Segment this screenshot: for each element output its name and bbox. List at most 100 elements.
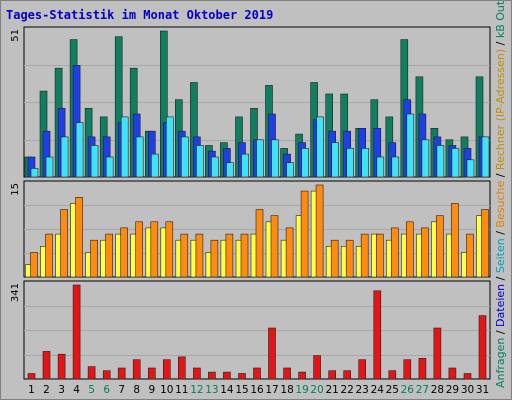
y-max-label: 51	[10, 29, 21, 42]
bar-kb-day-25	[388, 370, 397, 380]
bar-seiten-day-19	[301, 148, 309, 178]
bar-besuche-day-31	[481, 209, 489, 278]
bar-besuche-day-11	[180, 233, 189, 278]
tick-label-day-29: 29	[446, 384, 459, 396]
tick-label-day-9: 9	[148, 384, 155, 396]
side-legend-segment: /	[494, 38, 507, 49]
bar-kb-day-11	[178, 356, 186, 380]
bar-besuche-day-3	[60, 209, 68, 278]
panel-kb: 341	[10, 280, 491, 380]
tick-label-day-3: 3	[58, 384, 65, 396]
bar-besuche-day-9	[150, 221, 159, 278]
tick-label-day-13: 13	[205, 384, 218, 396]
bar-seiten-day-26	[406, 113, 415, 178]
bar-besuche-day-20	[315, 184, 324, 278]
bar-kb-day-17	[268, 327, 276, 380]
side-legend-segment: /	[494, 170, 507, 181]
tick-label-day-8: 8	[133, 384, 140, 396]
bar-kb-day-5	[87, 366, 96, 380]
bar-seiten-day-23	[361, 148, 370, 178]
bar-besuche-day-1	[30, 252, 38, 278]
bar-besuche-day-30	[466, 233, 474, 278]
bar-seiten-day-16	[256, 139, 264, 178]
side-legend-segment: Dateien	[494, 284, 507, 327]
bar-kb-day-31	[478, 315, 487, 380]
bar-kb-day-10	[163, 359, 171, 380]
bar-besuche-day-13	[210, 239, 219, 278]
tick-label-day-27: 27	[416, 384, 429, 396]
bar-kb-day-19	[298, 371, 306, 380]
tick-label-day-26: 26	[401, 384, 415, 396]
bar-seiten-day-6	[105, 156, 114, 178]
bar-seiten-day-30	[466, 159, 475, 178]
bar-seiten-day-9	[151, 153, 159, 178]
bar-besuche-day-15	[240, 233, 249, 278]
bar-seiten-day-8	[135, 136, 144, 178]
tick-label-day-17: 17	[265, 384, 278, 396]
tick-label-day-6: 6	[103, 384, 110, 396]
bar-besuche-day-2	[45, 233, 53, 278]
bar-seiten-day-20	[316, 116, 324, 178]
bar-kb-day-4	[72, 284, 81, 380]
bar-seiten-day-4	[75, 122, 84, 178]
bar-seiten-day-1	[30, 168, 39, 178]
tick-label-day-28: 28	[431, 384, 444, 396]
tick-label-day-10: 10	[160, 384, 173, 396]
bar-kb-day-22	[343, 370, 352, 380]
y-max-label: 15	[10, 183, 21, 196]
bar-besuche-day-12	[195, 233, 204, 278]
bar-kb-day-15	[238, 373, 246, 380]
tick-label-day-30: 30	[461, 384, 474, 396]
tick-label-day-24: 24	[371, 384, 385, 396]
bar-kb-day-28	[433, 327, 442, 380]
bar-kb-day-18	[283, 367, 291, 380]
bar-kb-day-24	[373, 290, 382, 380]
bar-seiten-day-25	[391, 156, 400, 178]
bar-kb-day-16	[253, 367, 261, 380]
bar-besuche-day-26	[405, 221, 414, 278]
tick-label-day-4: 4	[73, 384, 80, 396]
bar-seiten-day-7	[120, 116, 129, 178]
panel-visits: 15	[10, 180, 491, 278]
bar-besuche-day-4	[75, 197, 83, 278]
bar-seiten-day-12	[196, 145, 204, 178]
bar-seiten-day-10	[166, 116, 174, 178]
bar-kb-day-8	[132, 359, 141, 380]
bar-besuche-day-18	[285, 227, 294, 278]
bar-besuche-day-29	[451, 203, 459, 278]
bar-kb-day-6	[102, 370, 111, 380]
bar-besuche-day-25	[390, 227, 399, 278]
bar-seiten-day-27	[421, 139, 430, 178]
bar-kb-day-20	[313, 355, 321, 380]
tick-label-day-7: 7	[118, 384, 125, 396]
side-legend-segment: Rechner (IP-Adressen)	[494, 49, 507, 170]
bar-kb-day-30	[463, 373, 472, 380]
bar-besuche-day-21	[330, 239, 339, 278]
side-legend-segment: /	[494, 0, 507, 1]
tick-label-day-16: 16	[250, 384, 264, 396]
bar-kb-day-21	[328, 370, 337, 380]
tick-label-day-5: 5	[88, 384, 95, 396]
bar-besuche-day-14	[225, 233, 234, 278]
bar-besuche-day-7	[120, 227, 128, 278]
bar-kb-day-9	[148, 367, 156, 380]
bar-seiten-day-29	[451, 148, 460, 178]
y-max-label: 341	[10, 283, 21, 302]
bar-seiten-day-21	[331, 142, 340, 178]
side-legend-segment: /	[494, 228, 507, 239]
bar-besuche-day-10	[165, 221, 174, 278]
bar-besuche-day-19	[300, 190, 309, 278]
bar-besuche-day-24	[375, 233, 384, 278]
bar-kb-day-12	[193, 367, 201, 380]
tick-label-day-19: 19	[295, 384, 308, 396]
bar-seiten-day-5	[90, 145, 99, 178]
bar-besuche-day-17	[270, 215, 279, 278]
tick-label-day-15: 15	[235, 384, 248, 396]
tick-label-day-1: 1	[28, 384, 35, 396]
tick-label-day-20: 20	[310, 384, 323, 396]
bar-kb-day-27	[418, 357, 427, 380]
tick-label-day-11: 11	[175, 384, 188, 396]
bar-seiten-day-15	[241, 153, 249, 178]
